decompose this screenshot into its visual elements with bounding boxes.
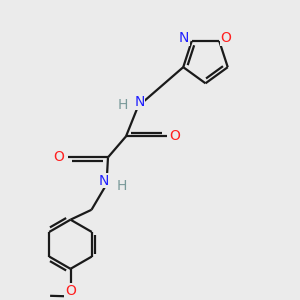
Text: N: N (179, 31, 189, 45)
Text: O: O (54, 150, 64, 164)
Text: N: N (134, 95, 145, 110)
Text: H: H (117, 98, 128, 112)
Text: O: O (220, 31, 231, 45)
Text: O: O (169, 129, 180, 143)
Text: H: H (116, 179, 127, 193)
Text: N: N (98, 174, 109, 188)
Text: O: O (65, 284, 76, 298)
